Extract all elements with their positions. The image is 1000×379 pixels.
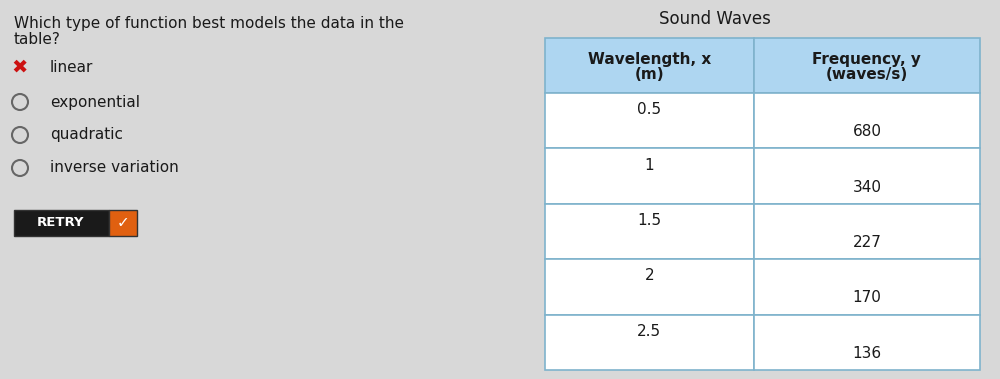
Text: Sound Waves: Sound Waves [659,10,771,28]
Text: 227: 227 [852,235,881,250]
Text: (waves/s): (waves/s) [826,67,908,82]
Bar [545,93,754,149]
Text: inverse variation: inverse variation [50,160,179,175]
Text: Which type of function best models the data in the: Which type of function best models the d… [14,16,404,31]
Bar [14,210,109,236]
Text: 1: 1 [645,158,654,172]
Text: 340: 340 [852,180,881,195]
Text: (m): (m) [635,67,664,82]
Bar [545,315,754,370]
Text: exponential: exponential [50,94,140,110]
Text: RETRY: RETRY [37,216,85,230]
Text: ✖: ✖ [12,58,28,77]
Bar [754,93,980,149]
Bar [109,210,137,236]
Text: Wavelength, x: Wavelength, x [588,52,711,67]
Text: 170: 170 [852,290,881,305]
Text: linear: linear [50,60,93,75]
Text: table?: table? [14,32,61,47]
Bar [754,315,980,370]
Text: 1.5: 1.5 [637,213,661,228]
Bar [754,38,980,93]
Text: 0.5: 0.5 [637,102,661,117]
Bar [754,259,980,315]
Text: 2.5: 2.5 [637,324,661,339]
Bar [545,204,754,259]
Text: ✓: ✓ [117,216,129,230]
Bar [754,204,980,259]
Text: Frequency, y: Frequency, y [812,52,921,67]
Bar [545,38,754,93]
Text: quadratic: quadratic [50,127,123,143]
Text: 680: 680 [852,124,881,139]
Text: 2: 2 [645,268,654,283]
Bar [754,149,980,204]
Bar [545,149,754,204]
Text: 136: 136 [852,346,881,361]
Bar [545,259,754,315]
